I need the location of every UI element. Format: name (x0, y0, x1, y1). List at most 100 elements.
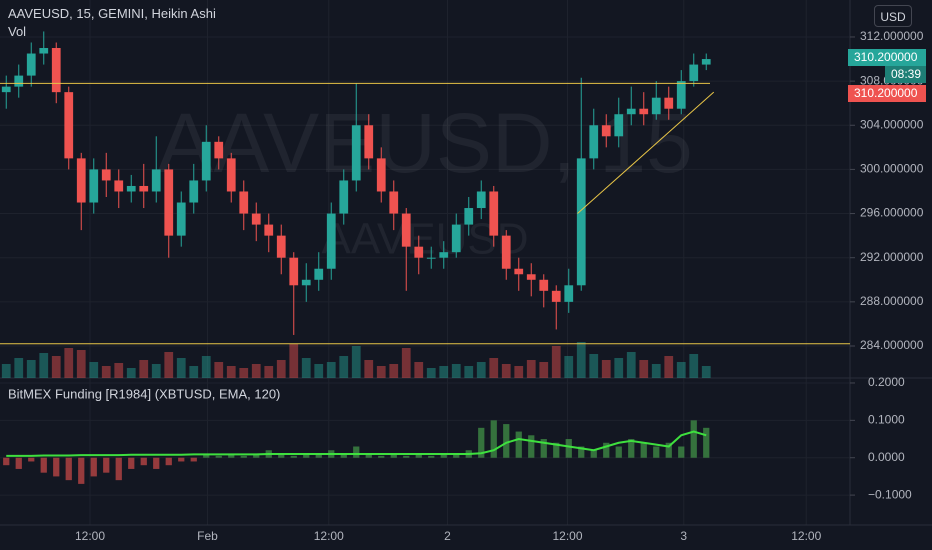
volume-bar (476, 362, 486, 378)
candle-body (201, 141, 211, 181)
volume-bar (314, 364, 324, 378)
funding-bar (478, 427, 485, 458)
volume-bar (76, 350, 86, 378)
volume-bar (439, 366, 449, 378)
candle-body (564, 285, 574, 302)
funding-bar (615, 446, 622, 458)
candle-body (1, 86, 11, 93)
candle-body (389, 191, 399, 214)
candle-body (76, 158, 86, 203)
candle-body (276, 235, 286, 258)
volume-bar (151, 364, 161, 378)
y-tick-label: 292.000000 (860, 250, 924, 264)
y-tick-label: 0.1000 (868, 413, 905, 427)
volume-bar (701, 366, 711, 378)
volume-bar (226, 366, 236, 378)
volume-bar (576, 342, 586, 378)
candle-body (489, 191, 499, 236)
volume-bar (126, 368, 136, 378)
candle-body (651, 97, 661, 115)
volume-bar (51, 356, 61, 378)
last-price-tag: 310.200000 (848, 49, 926, 66)
y-tick-label: 312.000000 (860, 29, 924, 43)
volume-bar (39, 353, 49, 378)
volume-bar (189, 366, 199, 378)
funding-bar (415, 453, 422, 458)
funding-bar (540, 439, 547, 458)
volume-bar (214, 362, 224, 378)
candle-body (364, 125, 374, 159)
candle-body (401, 213, 411, 247)
y-tick-label: 0.0000 (868, 450, 905, 464)
funding-bar (340, 453, 347, 458)
funding-bar (378, 455, 385, 458)
candle-body (239, 191, 249, 214)
volume-bar (514, 366, 524, 378)
volume-bar (551, 346, 561, 378)
funding-bar (53, 457, 60, 477)
drawing-line (577, 91, 715, 214)
funding-bar (665, 442, 672, 458)
x-tick-label: 3 (680, 529, 687, 543)
volume-bar (651, 364, 661, 378)
funding-bar (578, 446, 585, 458)
x-tick-label: 12:00 (791, 529, 821, 543)
candle-body (326, 213, 336, 269)
candle-body (414, 246, 424, 258)
candle-body (214, 141, 224, 159)
funding-bar (590, 450, 597, 458)
funding-bar (678, 446, 685, 458)
funding-bar (290, 455, 297, 458)
volume-bar (289, 344, 299, 378)
y-tick-label: 300.000000 (860, 162, 924, 176)
candle-body (539, 279, 549, 291)
volume-title: Vol (8, 24, 27, 39)
candle-body (376, 158, 386, 192)
candle-body (226, 158, 236, 192)
candle-body (689, 64, 699, 82)
volume-bar (14, 358, 24, 378)
funding-bar (215, 455, 222, 458)
x-tick-label: 12:00 (552, 529, 582, 543)
watermark: AAVEUSD, 15 (157, 96, 692, 190)
candle-body (601, 125, 611, 137)
volume-bar (676, 362, 686, 378)
x-tick-label: Feb (197, 529, 218, 543)
funding-bar (90, 457, 97, 477)
candle-body (101, 169, 111, 181)
volume-bar (276, 360, 286, 378)
price-tag: 310.200000 (848, 85, 926, 102)
candle-body (664, 97, 674, 109)
volume-bar (539, 362, 549, 378)
volume-bar (614, 358, 624, 378)
volume-bar (664, 356, 674, 378)
funding-bar (603, 442, 610, 458)
candle-body (351, 125, 361, 181)
volume-bar (164, 352, 174, 378)
candle-body (464, 208, 474, 225)
volume-bar (589, 354, 599, 378)
funding-bar (153, 457, 160, 469)
funding-bar (628, 439, 635, 458)
funding-bar (440, 453, 447, 458)
candle-body (14, 75, 24, 87)
volume-bar (364, 360, 374, 378)
funding-bar (503, 424, 510, 458)
volume-bar (564, 356, 574, 378)
candle-body (126, 185, 136, 192)
volume-bar (414, 362, 424, 378)
candle-body (614, 114, 624, 137)
ema-line (6, 430, 707, 457)
candle-body (626, 108, 636, 115)
funding-bar (140, 457, 147, 466)
candle-body (439, 252, 449, 258)
candle-body (514, 268, 524, 275)
currency-button[interactable]: USD (874, 5, 912, 27)
volume-bar (101, 366, 111, 378)
candle-body (476, 191, 486, 209)
x-tick-label: 12:00 (75, 529, 105, 543)
volume-bar (451, 364, 461, 378)
candle-body (526, 274, 536, 280)
